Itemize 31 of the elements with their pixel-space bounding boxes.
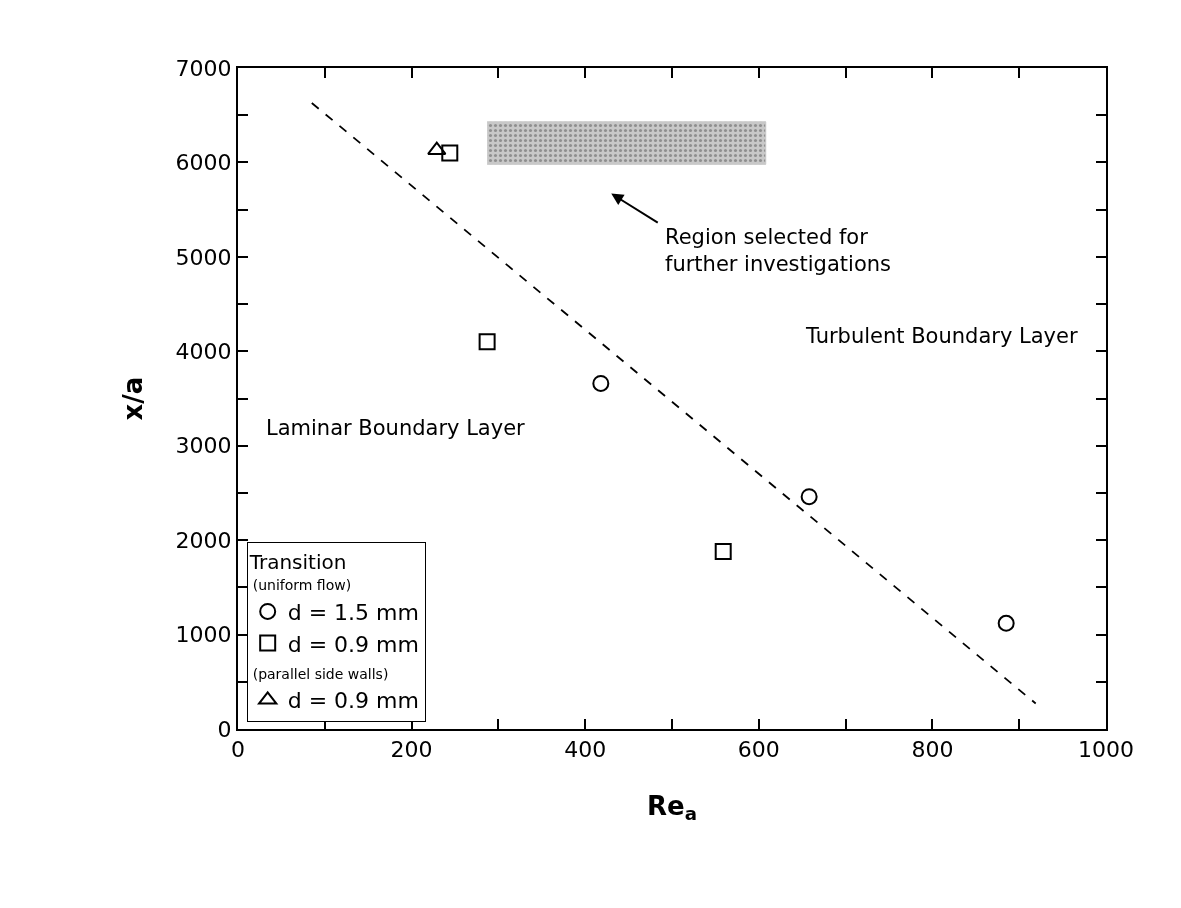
y-tick-label: 4000 [175,338,232,364]
y-tick-label: 6000 [175,150,232,176]
point [441,144,459,162]
point [800,488,818,506]
x-tick-label: 400 [564,737,607,763]
x-tick-label: 1000 [1078,737,1134,763]
x-tick-label: 200 [390,737,433,763]
y-tick-label: 2000 [175,527,232,553]
annotation: (parallel side walls) [252,665,389,682]
x-tick-label: 800 [911,737,954,763]
legend-label: d = 0.9 mm [287,688,419,714]
legend-title: Transition [248,550,347,575]
point [997,614,1015,632]
legend-label: d = 1.5 mm [287,599,419,625]
y-tick-label: 3000 [175,433,232,459]
x-tick-label: 600 [737,737,780,763]
point [714,542,732,560]
point [592,374,610,392]
point [478,333,496,351]
y-axis-title: x/a [118,376,149,421]
legend-label: d = 0.9 mm [287,631,419,657]
y-tick-label: 7000 [175,55,232,81]
y-tick-label: 0 [217,716,232,742]
y-tick-label: 1000 [175,622,232,648]
point [427,141,447,155]
annotation: Turbulent Boundary Layer [805,324,1078,348]
y-tick-label: 5000 [175,244,232,270]
x-axis-title: Re$_{a}$ [647,790,697,825]
annotation: Region selected for further investigations [665,225,891,277]
annotation: Laminar Boundary Layer [266,416,526,440]
annotation: (uniform flow) [252,577,352,594]
